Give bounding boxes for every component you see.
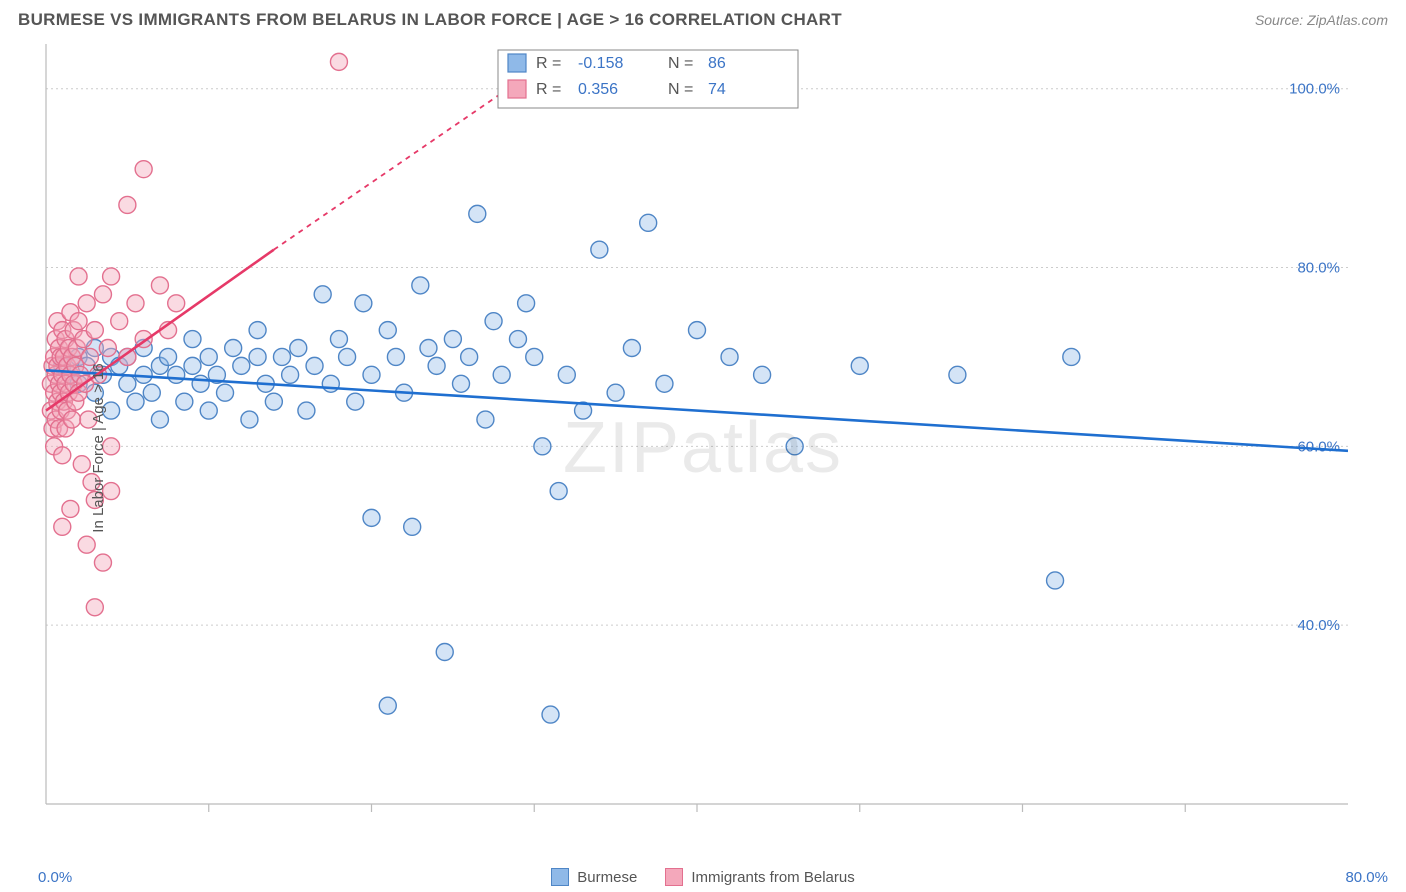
svg-text:N =: N = — [668, 81, 693, 98]
svg-text:40.0%: 40.0% — [1297, 617, 1340, 634]
legend: Burmese Immigrants from Belarus — [0, 868, 1406, 886]
legend-swatch — [551, 868, 569, 886]
svg-text:-0.158: -0.158 — [578, 55, 623, 72]
chart-title: BURMESE VS IMMIGRANTS FROM BELARUS IN LA… — [18, 10, 842, 30]
svg-text:R =: R = — [536, 55, 561, 72]
source-attribution: Source: ZipAtlas.com — [1255, 12, 1388, 28]
svg-text:N =: N = — [668, 55, 693, 72]
legend-item-belarus: Immigrants from Belarus — [665, 868, 854, 886]
svg-text:100.0%: 100.0% — [1289, 81, 1340, 98]
header: BURMESE VS IMMIGRANTS FROM BELARUS IN LA… — [0, 0, 1406, 36]
svg-text:74: 74 — [708, 81, 726, 98]
legend-swatch — [665, 868, 683, 886]
legend-label: Immigrants from Belarus — [691, 869, 854, 886]
legend-item-burmese: Burmese — [551, 868, 637, 886]
chart-container: In Labor Force | Age > 16 40.0%60.0%80.0… — [18, 44, 1388, 852]
svg-text:80.0%: 80.0% — [1297, 260, 1340, 277]
scatter-chart: 40.0%60.0%80.0%100.0%R =-0.158N =86R = 0… — [18, 44, 1348, 834]
svg-text:R =: R = — [536, 81, 561, 98]
legend-label: Burmese — [577, 869, 637, 886]
svg-text:0.356: 0.356 — [578, 81, 618, 98]
svg-text:86: 86 — [708, 55, 726, 72]
y-axis-label: In Labor Force | Age > 16 — [90, 363, 107, 532]
